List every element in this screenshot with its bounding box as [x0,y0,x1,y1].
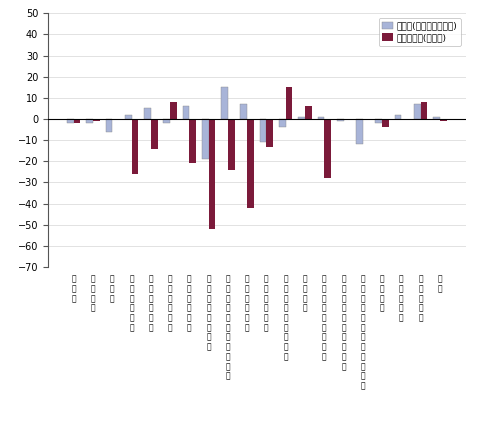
Bar [209,119,216,229]
Bar [151,119,157,149]
Bar [286,87,292,119]
Bar [440,119,446,121]
Bar [247,119,254,208]
Bar [279,119,286,127]
Bar [260,119,266,142]
Bar [202,119,209,159]
Bar [182,106,189,119]
Bar [132,119,138,174]
Bar [420,102,427,119]
Bar [337,119,344,121]
Bar [382,119,389,127]
Bar [74,119,81,123]
Bar [125,115,132,119]
Bar [305,106,312,119]
Bar [170,102,177,119]
Legend: 前月比(季節調整済指数), 前年同月比(原指数): 前月比(季節調整済指数), 前年同月比(原指数) [379,18,461,46]
Bar [317,117,324,119]
Bar [67,119,74,123]
Bar [86,119,93,123]
Bar [240,104,247,119]
Bar [221,87,228,119]
Bar [433,117,440,119]
Bar [395,115,401,119]
Bar [93,119,100,121]
Bar [356,119,363,144]
Bar [228,119,235,170]
Bar [324,119,331,178]
Bar [375,119,382,123]
Bar [298,117,305,119]
Bar [414,104,420,119]
Bar [144,109,151,119]
Bar [106,119,112,132]
Bar [189,119,196,163]
Bar [163,119,170,123]
Bar [266,119,273,146]
